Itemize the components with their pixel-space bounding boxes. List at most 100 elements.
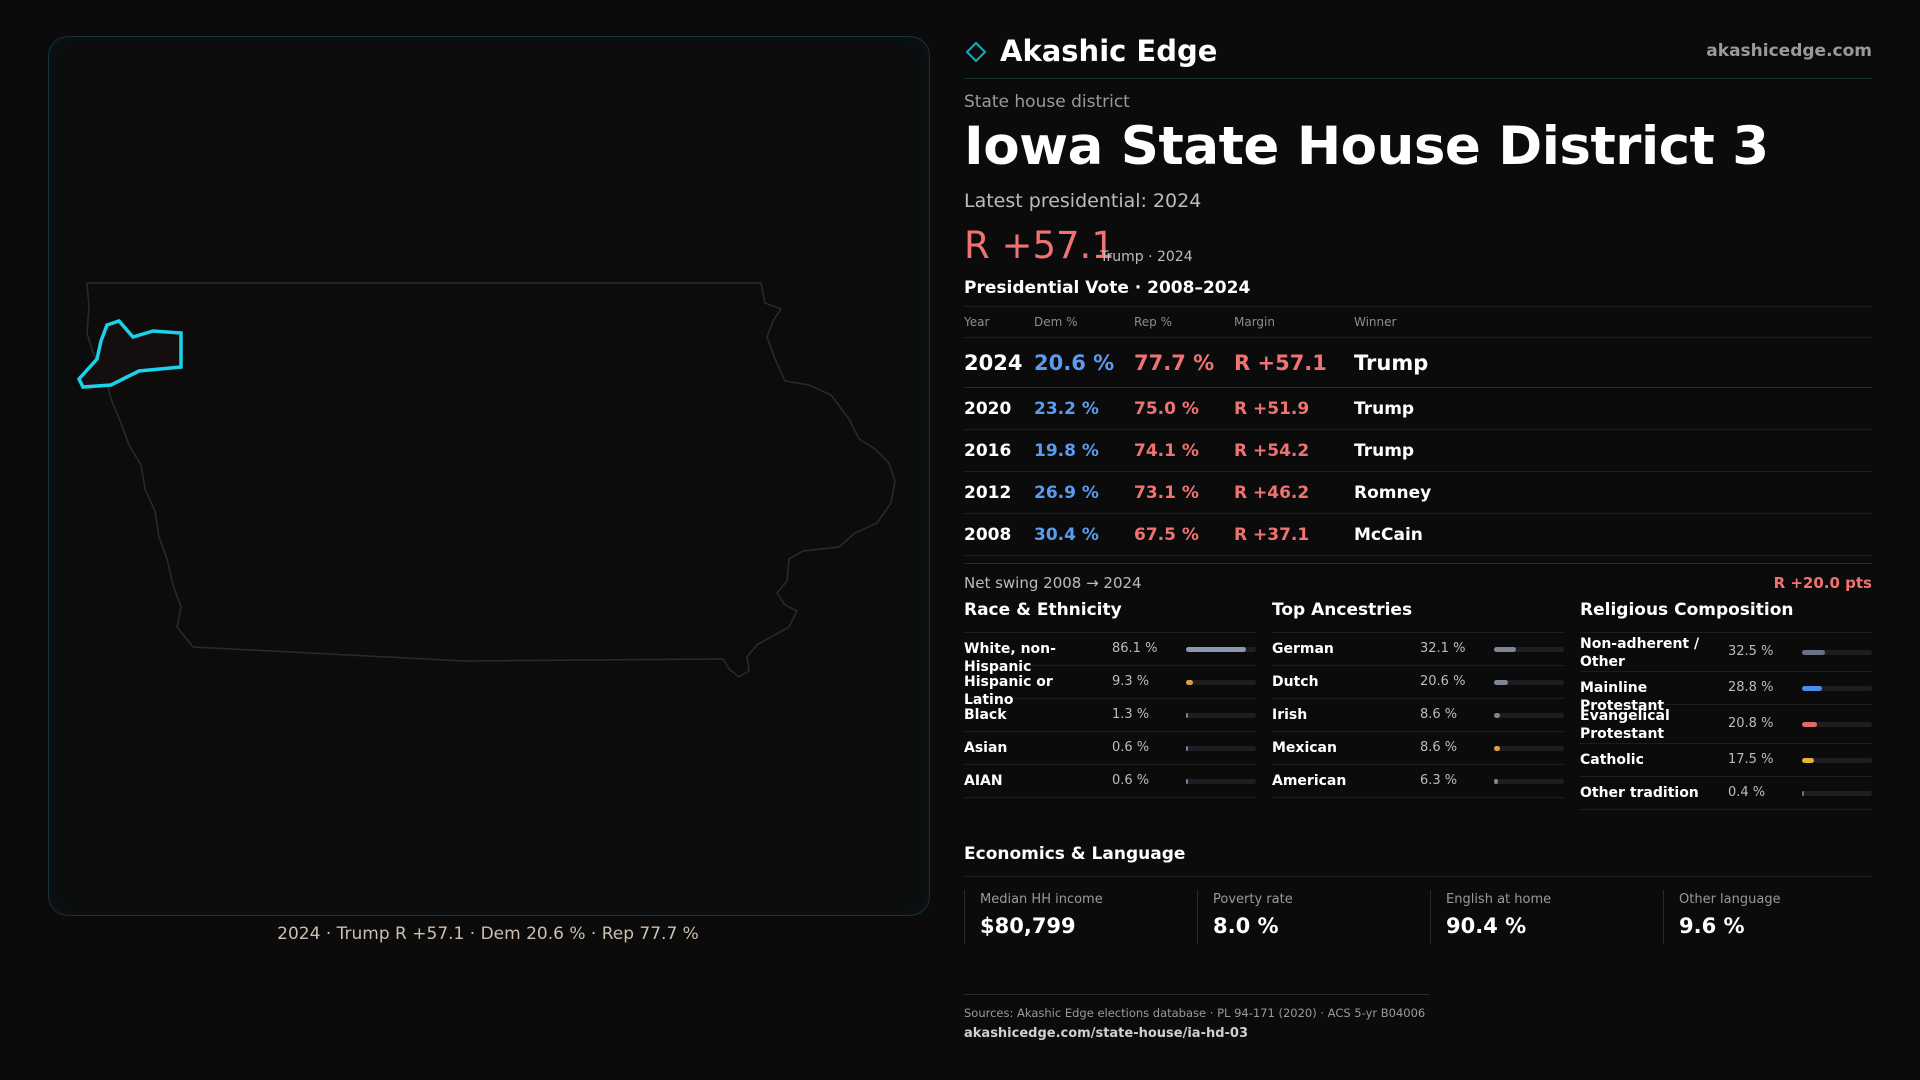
col-header-winner: Winner [1354,306,1872,338]
margin-cell: R +54.2 [1234,429,1354,472]
item-label: Irish [1272,707,1308,723]
presidential-title: Presidential Vote · 2008–2024 [964,278,1251,298]
margin-cell: R +57.1 [1234,337,1354,388]
brand-url-link[interactable]: akashicedge.com [1706,41,1872,61]
item-label: Catholic [1580,752,1644,768]
item-value: 6.3 % [1420,773,1458,788]
dem-cell: 20.6 % [1034,337,1134,388]
map-panel[interactable] [48,36,930,916]
item-label: American [1272,773,1347,789]
share-bar [1494,680,1564,685]
item-value: 1.3 % [1112,707,1150,722]
rep-cell: 77.7 % [1134,337,1234,388]
page-title: Iowa State House District 3 [964,116,1769,177]
col-header-year: Year [964,306,1034,338]
share-bar [1494,746,1564,751]
share-bar [1186,713,1256,718]
sources-url-link[interactable]: akashicedge.com/state-house/ia-hd-03 [964,1026,1249,1041]
list-item: Dutch 20.6 % [1272,666,1564,699]
list-item: Evangelical Protestant 20.8 % [1580,705,1872,744]
item-value: 28.8 % [1728,680,1774,695]
item-value: 86.1 % [1112,641,1158,656]
econ-label: English at home [1446,892,1552,907]
headline-margin-sub: Trump · 2024 [1100,249,1193,265]
share-bar [1802,686,1872,691]
item-label: German [1272,641,1334,657]
item-label: Non-adherent / Other [1580,636,1700,670]
year-cell: 2024 [964,337,1034,388]
list-item: Mainline Protestant 28.8 % [1580,672,1872,714]
dem-cell: 26.9 % [1034,471,1134,514]
economics-title: Economics & Language [964,844,1872,877]
share-bar-fill [1494,779,1499,784]
econ-value: 8.0 % [1213,914,1279,938]
item-label: Dutch [1272,674,1319,690]
share-bar-fill [1186,779,1188,784]
econ-label: Median HH income [980,892,1103,907]
margin-cell: R +37.1 [1234,513,1354,556]
dem-cell: 30.4 % [1034,513,1134,556]
share-bar [1494,647,1564,652]
year-cell: 2008 [964,513,1034,556]
share-bar-fill [1494,746,1501,751]
item-value: 32.1 % [1420,641,1466,656]
list-item: White, non-Hispanic 86.1 % [964,633,1256,675]
race-ethnicity-section: Race & Ethnicity White, non-Hispanic 86.1… [964,600,1256,798]
religion-section: Religious Composition Non-adherent / Oth… [1580,600,1872,810]
share-bar-fill [1802,722,1817,727]
list-item: Mexican 8.6 % [1272,732,1564,765]
econ-value: $80,799 [980,914,1076,938]
winner-cell: McCain [1354,513,1872,556]
item-value: 0.6 % [1112,740,1150,755]
margin-cell: R +46.2 [1234,471,1354,514]
iowa-state-outline [86,282,896,678]
brand-name: Akashic Edge [1000,34,1218,68]
latest-presidential: Latest presidential: 2024 [964,190,1202,212]
share-bar-fill [1802,686,1823,691]
headline-margin: R +57.1 [964,224,1115,267]
econ-value: 9.6 % [1679,914,1745,938]
share-bar [1186,779,1256,784]
brand-header: Akashic Edge akashicedge.com [964,32,1872,79]
econ-label: Other language [1679,892,1781,907]
winner-cell: Trump [1354,337,1872,388]
share-bar-fill [1494,680,1509,685]
item-label: Evangelical Protestant [1580,708,1670,742]
econ-value: 90.4 % [1446,914,1527,938]
info-panel: Akashic Edge akashicedge.com State house… [964,0,1872,1080]
econ-card: Poverty rate 8.0 % [1197,890,1414,944]
district-type: State house district [964,92,1130,112]
col-header-margin: Margin [1234,306,1354,338]
share-bar-fill [1186,647,1247,652]
ancestry-section: Top Ancestries German 32.1 % Dutch 20.6 % Ir… [1272,600,1564,798]
item-label: Hispanic or Latino [964,674,1053,708]
item-label: White, non-Hispanic [964,641,1056,675]
list-item: Irish 8.6 % [1272,699,1564,732]
share-bar [1186,680,1256,685]
item-value: 9.3 % [1112,674,1150,689]
item-label: Other tradition [1580,785,1699,801]
table-row: 2008 30.4 % 67.5 % R +37.1 McCain [964,513,1872,556]
share-bar [1802,758,1872,763]
list-item: German 32.1 % [1272,633,1564,666]
table-row: 2016 19.8 % 74.1 % R +54.2 Trump [964,429,1872,472]
econ-card: English at home 90.4 % [1430,890,1647,944]
item-value: 0.6 % [1112,773,1150,788]
share-bar [1802,650,1872,655]
share-bar-fill [1186,713,1188,718]
list-item: AIAN 0.6 % [964,765,1256,798]
net-swing-value: R +20.0 pts [1773,574,1872,592]
dem-cell: 23.2 % [1034,387,1134,430]
iowa-map[interactable] [49,37,929,915]
rep-cell: 73.1 % [1134,471,1234,514]
map-caption: 2024 · Trump R +57.1 · Dem 20.6 % · Rep … [277,924,699,944]
share-bar-fill [1802,758,1815,763]
list-item: Black 1.3 % [964,699,1256,732]
share-bar [1494,779,1564,784]
religion-title: Religious Composition [1580,600,1872,633]
year-cell: 2012 [964,471,1034,514]
table-row: 2020 23.2 % 75.0 % R +51.9 Trump [964,387,1872,430]
share-bar [1186,647,1256,652]
sources-divider [964,994,1429,995]
district-highlight[interactable] [76,318,183,389]
